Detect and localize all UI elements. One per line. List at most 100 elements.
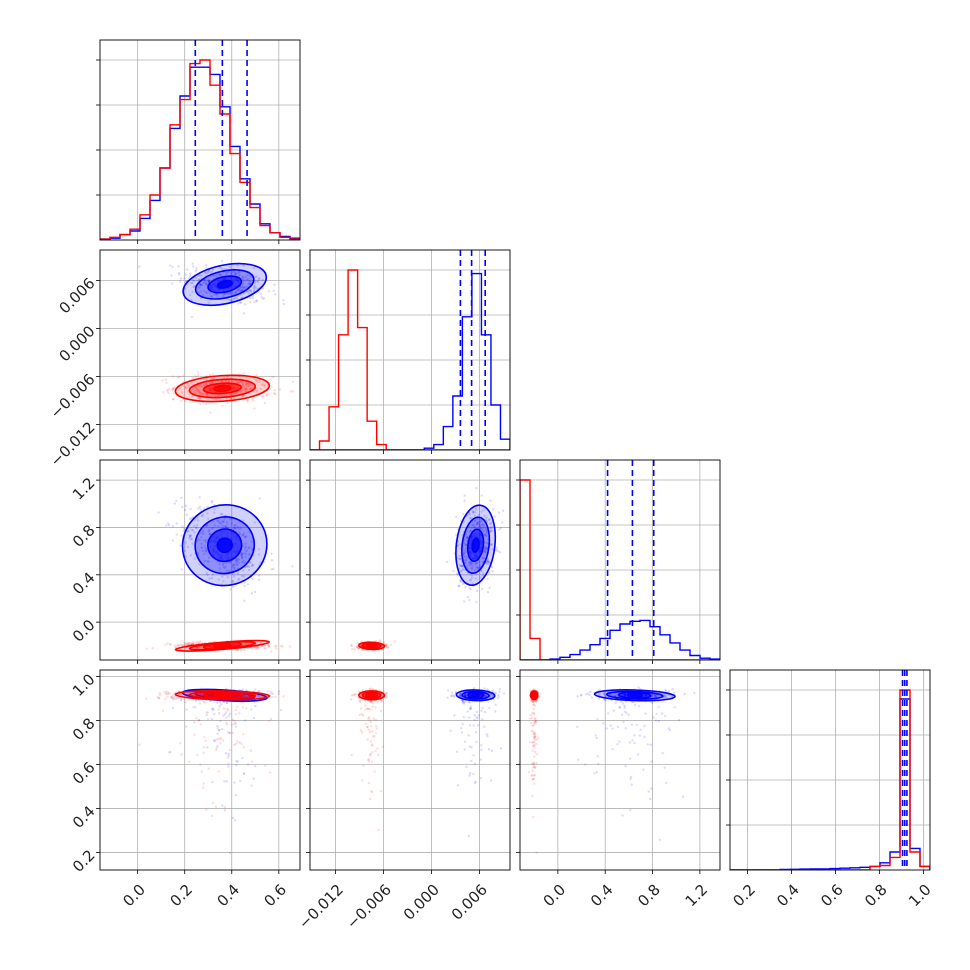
scatter-point — [621, 713, 624, 716]
scatter-point — [475, 522, 479, 525]
scatter-point — [199, 646, 202, 649]
scatter-point — [199, 385, 203, 388]
scatter-point — [367, 717, 370, 720]
scatter-point — [475, 600, 478, 604]
scatter-point — [196, 373, 200, 377]
scatter-point — [197, 718, 201, 722]
scatter-point — [485, 694, 489, 697]
scatter-point — [376, 747, 379, 750]
scatter-point — [216, 272, 220, 276]
scatter-point — [660, 712, 664, 715]
scatter-point — [664, 688, 667, 691]
scatter-point — [269, 771, 272, 774]
scatter-point — [234, 725, 238, 728]
scatter-point — [359, 644, 363, 647]
scatter-point — [235, 272, 238, 275]
scatter-point — [254, 704, 257, 708]
scatter-point — [491, 565, 494, 569]
scatter-point — [227, 731, 230, 734]
scatter-point — [205, 808, 208, 811]
scatter-point — [167, 388, 171, 391]
scatter-point — [252, 399, 255, 402]
scatter-point — [205, 548, 208, 551]
scatter-point — [243, 552, 246, 555]
scatter-point — [479, 527, 482, 530]
scatter-point — [480, 569, 483, 573]
scatter-point — [532, 735, 536, 739]
scatter-point — [200, 546, 204, 550]
scatter-point — [479, 520, 482, 523]
scatter-point — [471, 523, 475, 527]
scatter-point — [267, 644, 270, 647]
scatter-point — [180, 534, 183, 537]
scatter-point — [204, 546, 208, 550]
scatter-point — [371, 734, 375, 738]
scatter-point — [531, 712, 534, 715]
scatter-point — [489, 521, 492, 525]
scatter-point — [225, 701, 229, 704]
scatter-point — [480, 510, 483, 513]
scatter-point — [533, 733, 537, 736]
scatter-point — [253, 287, 256, 290]
scatter-point — [476, 565, 479, 569]
x-tick-label: 0.0 — [119, 881, 149, 911]
scatter-point — [171, 265, 174, 269]
scatter-point — [241, 643, 244, 646]
scatter-point — [381, 745, 385, 748]
scatter-point — [369, 740, 373, 743]
scatter-point — [206, 505, 209, 509]
scatter-point — [393, 640, 396, 643]
scatter-point — [194, 385, 197, 388]
scatter-point — [231, 580, 234, 583]
scatter-point — [484, 527, 488, 531]
scatter-point — [374, 639, 378, 642]
scatter-point — [628, 757, 632, 760]
scatter-point — [241, 394, 244, 398]
scatter-point — [486, 560, 489, 564]
scatter-point — [489, 543, 493, 547]
scatter-point — [477, 714, 480, 717]
scatter-point — [210, 270, 214, 273]
scatter-point — [211, 526, 215, 529]
scatter-point — [527, 770, 531, 774]
scatter-point — [201, 786, 205, 789]
scatter-point — [179, 742, 182, 745]
scatter-point — [236, 527, 240, 530]
scatter-point — [236, 289, 239, 292]
scatter-point — [179, 643, 182, 646]
scatter-point — [207, 280, 211, 283]
scatter-point — [475, 561, 479, 565]
scatter-point — [191, 376, 194, 380]
scatter-point — [227, 752, 230, 756]
scatter-point — [188, 535, 192, 538]
scatter-point — [207, 767, 210, 770]
scatter-point — [490, 694, 494, 697]
panel-0-0 — [96, 39, 301, 244]
y-tick-label: 0.2 — [69, 846, 99, 876]
scatter-point — [162, 391, 165, 394]
scatter-point — [202, 782, 205, 785]
scatter-point — [194, 270, 197, 273]
panel-frame — [309, 459, 511, 661]
scatter-point — [256, 646, 259, 650]
scatter-point — [364, 708, 367, 711]
scatter-point — [379, 709, 383, 713]
scatter-point — [649, 743, 652, 747]
scatter-point — [486, 590, 490, 594]
scatter-point — [385, 692, 389, 695]
scatter-point — [180, 693, 184, 697]
scatter-point — [459, 580, 463, 583]
scatter-point — [220, 394, 223, 397]
scatter-point — [235, 391, 238, 395]
scatter-point — [208, 532, 211, 536]
scatter-point — [495, 547, 498, 550]
scatter-point — [234, 527, 237, 530]
scatter-point — [246, 400, 250, 403]
scatter-point — [237, 557, 241, 561]
scatter-point — [266, 690, 269, 693]
scatter-point — [270, 690, 273, 694]
scatter-point — [184, 541, 188, 544]
scatter-point — [614, 701, 617, 705]
scatter-point — [236, 302, 240, 305]
scatter-point — [482, 530, 486, 533]
